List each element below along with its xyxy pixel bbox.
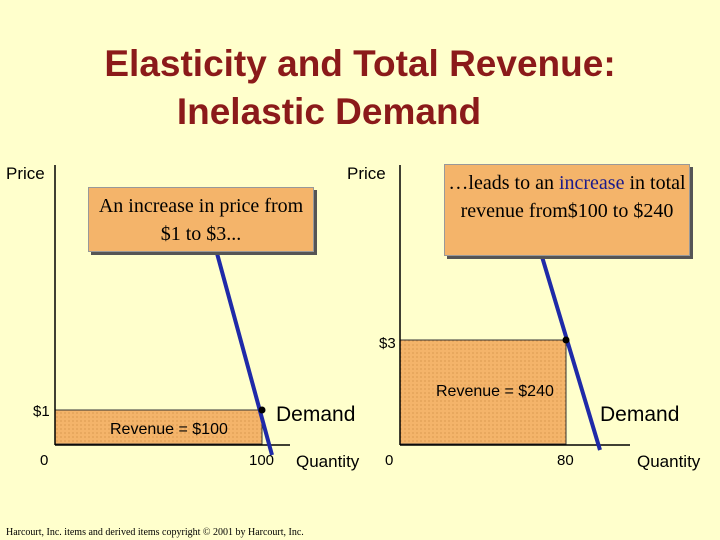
right-callout-rest: in total revenue from$100 to $240	[460, 172, 686, 222]
left-revenue-label: Revenue = $100	[110, 421, 228, 438]
left-revenue-area	[54, 409, 263, 445]
left-equilibrium-point	[258, 406, 266, 414]
left-x-axis-label: Quantity	[296, 452, 360, 471]
right-callout-prefix: …leads to an	[448, 172, 559, 194]
left-demand-label: Demand	[276, 403, 356, 426]
right-x-axis-label: Quantity	[637, 452, 701, 471]
right-revenue-area	[399, 339, 567, 445]
right-origin-label: 0	[385, 452, 394, 469]
right-y-axis-label: Price	[347, 164, 386, 183]
left-price-tick: $1	[33, 403, 50, 420]
right-demand-curve	[538, 249, 602, 451]
left-demand-curve	[210, 234, 274, 456]
left-quantity-tick: 100	[249, 452, 275, 469]
right-demand-label: Demand	[600, 403, 680, 426]
left-y-axis-label: Price	[6, 164, 45, 183]
copyright-footer: Harcourt, Inc. items and derived items c…	[6, 527, 304, 538]
right-callout-highlight: increase	[558, 172, 625, 194]
left-callout: An increase in price from $1 to $3...	[88, 187, 314, 252]
right-equilibrium-point	[562, 336, 570, 344]
right-revenue-label: Revenue = $240	[436, 383, 554, 400]
title-line-2: Inelastic Demand	[176, 91, 482, 132]
title-line-1: Elasticity and Total Revenue:	[104, 43, 616, 84]
left-origin-label: 0	[40, 452, 49, 469]
right-price-tick: $3	[379, 335, 396, 352]
slide-title: Elasticity and Total Revenue: Inelastic …	[0, 40, 720, 136]
right-quantity-tick: 80	[557, 452, 574, 469]
right-callout: …leads to an increase in total revenue f…	[444, 164, 690, 256]
